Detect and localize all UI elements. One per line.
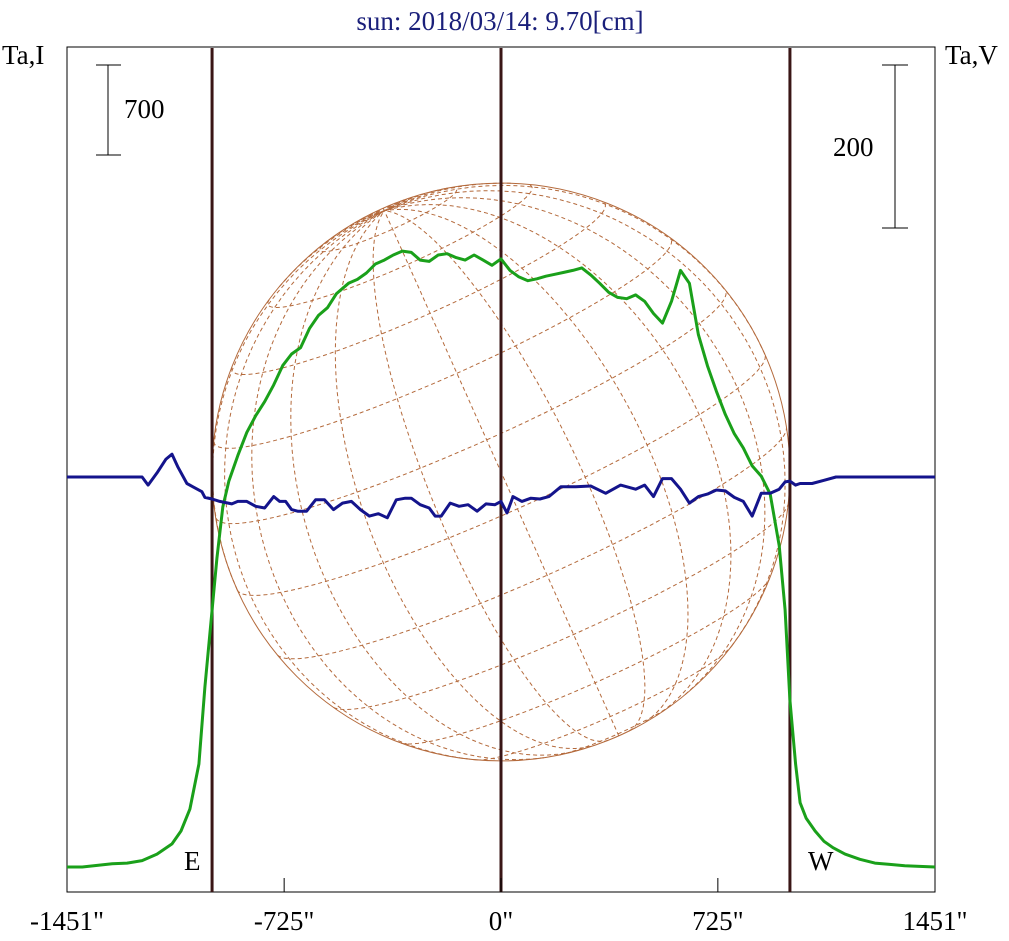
x-tick-label: -1451" <box>30 906 104 936</box>
latitude-line <box>319 187 458 253</box>
longitude-line <box>383 210 620 737</box>
left-axis-label: Ta,I <box>2 40 44 70</box>
solar-disk-grid <box>211 182 791 762</box>
intensity-line <box>67 249 936 869</box>
longitude-line <box>384 184 766 355</box>
left-scale-bar <box>96 64 121 156</box>
longitude-line <box>383 204 391 212</box>
chart-title: sun: 2018/03/14: 9.70[cm] <box>356 6 643 36</box>
longitude-line <box>384 210 646 732</box>
longitude-line <box>384 208 689 723</box>
longitude-line <box>384 197 766 695</box>
longitude-line <box>384 196 414 212</box>
longitude-line <box>334 210 591 750</box>
right-scale-bar-label: 200 <box>833 132 874 162</box>
longitude-line <box>384 182 511 212</box>
longitude-line <box>224 210 477 761</box>
longitude-line <box>354 210 385 224</box>
longitude-line <box>251 210 544 761</box>
longitude-line <box>326 210 385 242</box>
longitude-line <box>372 210 609 742</box>
x-tick-label: 0" <box>489 906 514 936</box>
west-limb-label: W <box>808 846 834 876</box>
latitude-line <box>215 290 727 525</box>
longitude-line <box>382 208 385 212</box>
polarization-line <box>67 452 935 520</box>
latitude-line <box>267 183 533 309</box>
right-scale-bar <box>882 64 908 229</box>
x-axis-ticks: -1451" -725" 0" 725" 1451" <box>30 878 968 936</box>
longitude-line <box>384 188 446 212</box>
x-tick-label: -725" <box>254 906 315 936</box>
latitude-line <box>558 703 674 756</box>
x-tick-label: 725" <box>692 906 744 936</box>
right-axis-label: Ta,V <box>945 40 998 70</box>
latitude-line <box>213 237 673 449</box>
latitude-line <box>277 427 787 660</box>
latitude-line <box>333 504 789 711</box>
limb-markers <box>210 48 792 892</box>
longitude-line <box>290 210 579 756</box>
left-scale-bar-label: 700 <box>124 94 165 124</box>
longitude-line <box>384 199 405 212</box>
series-layer <box>67 249 936 869</box>
longitude-line <box>384 190 786 647</box>
longitude-line <box>376 210 385 213</box>
latitude-line <box>476 645 732 761</box>
east-limb-label: E <box>184 846 201 876</box>
longitude-line <box>384 204 732 717</box>
longitude-line <box>362 210 385 219</box>
longitude-line <box>279 210 385 287</box>
x-tick-label: 1451" <box>902 906 967 936</box>
longitude-line <box>211 210 385 590</box>
